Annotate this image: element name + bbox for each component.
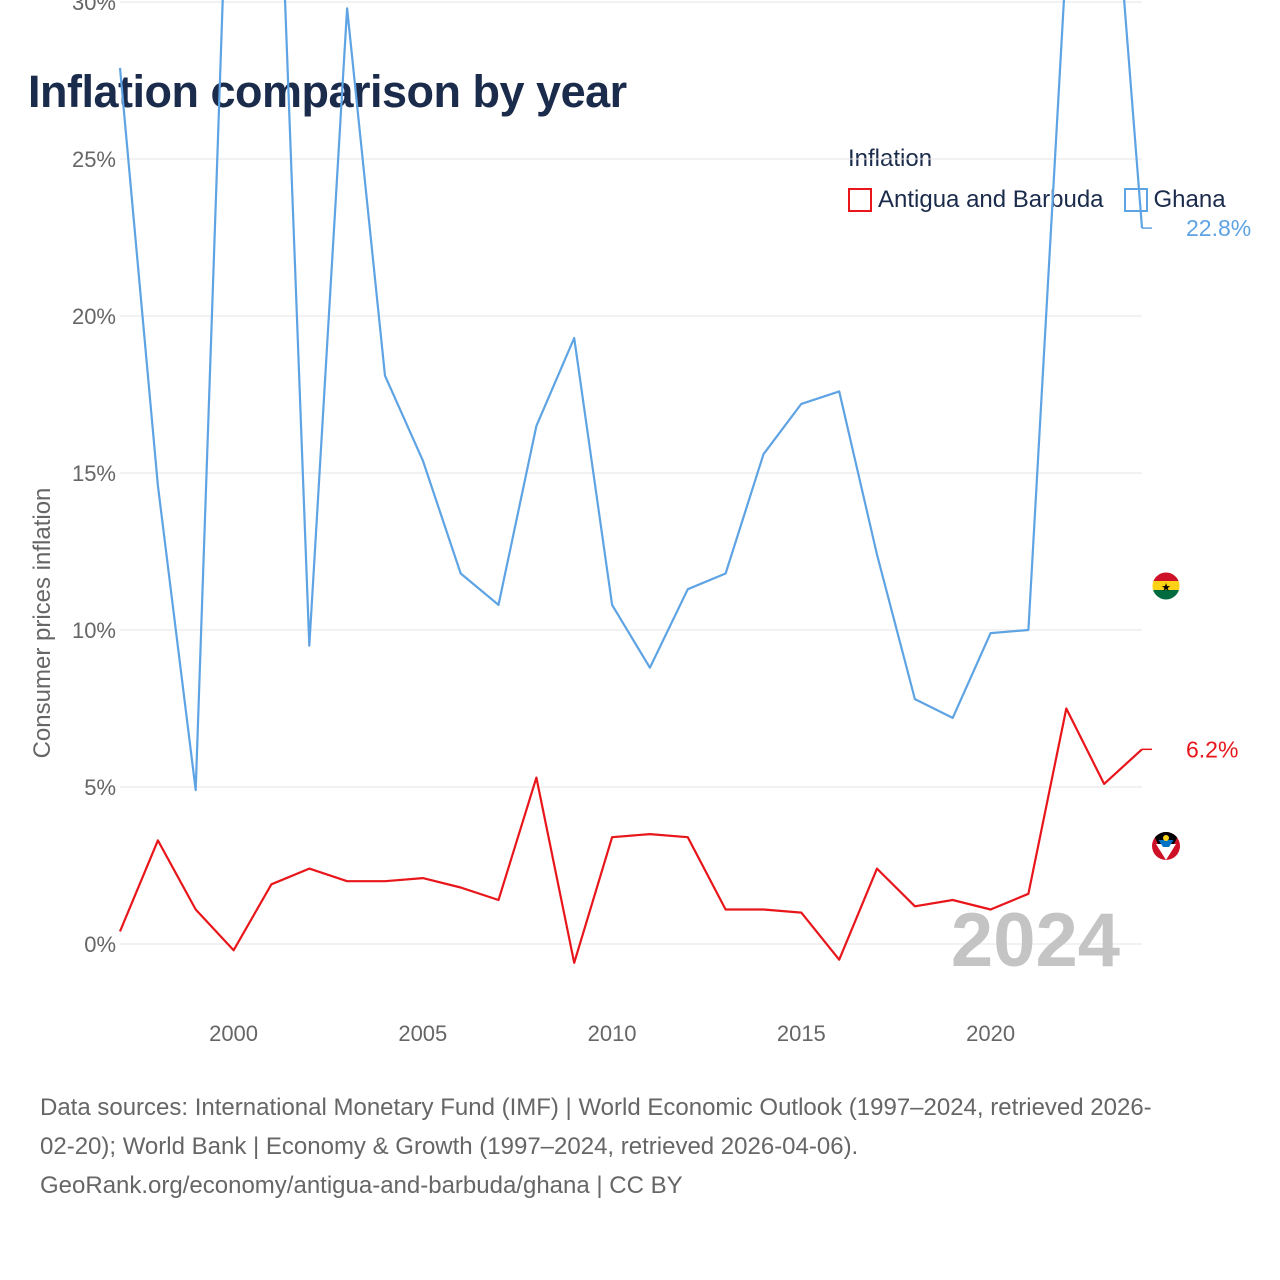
source-note: Data sources: International Monetary Fun… <box>40 1088 1250 1205</box>
source-line-2: 02-20); World Bank | Economy & Growth (1… <box>40 1133 859 1160</box>
y-tick-label: 15% <box>72 461 116 486</box>
x-tick-label: 2005 <box>398 1021 447 1046</box>
chart-title: Inflation comparison by year <box>28 66 627 117</box>
y-tick-label: 25% <box>72 147 116 172</box>
series-line-antigua[interactable] <box>118 707 1143 964</box>
legend-swatch-antigua <box>848 188 872 212</box>
legend-label-antigua: Antigua and Barbuda <box>878 186 1104 213</box>
y-tick-label: 30% <box>72 0 116 15</box>
y-tick-label: 10% <box>72 618 116 643</box>
legend-label-ghana: Ghana <box>1153 186 1226 213</box>
svg-text:★: ★ <box>1161 581 1171 594</box>
legend-item-antigua[interactable]: Antigua and Barbuda <box>848 186 1104 214</box>
ghana-flag-icon: ★ <box>1151 571 1181 601</box>
legend: Antigua and Barbuda Ghana <box>848 186 1226 214</box>
end-label-ghana: 22.8% <box>1186 215 1251 241</box>
x-tick-label: 2010 <box>588 1021 637 1046</box>
end-label-antigua: 6.2% <box>1186 736 1238 762</box>
legend-item-ghana[interactable]: Ghana <box>1123 186 1226 214</box>
y-tick-label: 20% <box>72 304 116 329</box>
legend-swatch-ghana <box>1123 188 1148 212</box>
x-tick-label: 2020 <box>966 1021 1015 1046</box>
antigua-flag-icon <box>1152 832 1180 860</box>
source-line-1: Data sources: International Monetary Fun… <box>40 1094 1152 1121</box>
y-tick-label: 5% <box>84 775 116 800</box>
year-watermark: 2024 <box>951 898 1120 983</box>
series-line-ghana[interactable] <box>118 0 1144 792</box>
x-tick-label: 2015 <box>777 1021 826 1046</box>
y-tick-label: 0% <box>84 932 116 957</box>
x-tick-label: 2000 <box>209 1021 258 1046</box>
source-line-3: GeoRank.org/economy/antigua-and-barbuda/… <box>40 1172 683 1199</box>
